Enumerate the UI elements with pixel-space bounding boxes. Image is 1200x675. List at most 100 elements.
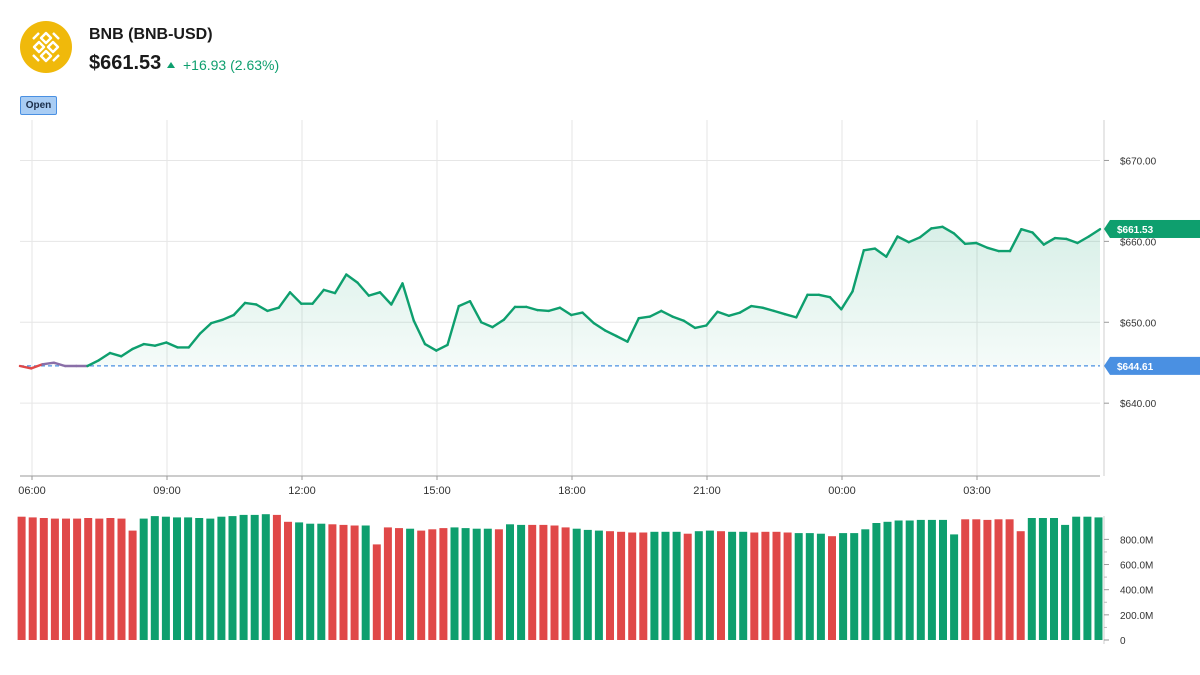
price-line-segment xyxy=(232,301,247,317)
price-line-segment xyxy=(1065,237,1079,245)
volume-bar xyxy=(173,517,181,640)
volume-bar xyxy=(150,516,159,640)
price-area xyxy=(20,226,1100,369)
price-line-segment xyxy=(221,313,236,321)
price-line-segment xyxy=(153,341,168,347)
volume-bar xyxy=(694,531,703,640)
volume-bar xyxy=(883,521,892,640)
volume-bar xyxy=(861,529,870,640)
price-line-segment xyxy=(1076,235,1091,245)
volume-bar xyxy=(472,528,481,640)
volume-tick-label: 0 xyxy=(1120,636,1126,647)
volume-tick-label: 600.0M xyxy=(1120,561,1153,572)
volume-bar xyxy=(106,518,115,640)
price-line-segment xyxy=(367,291,382,297)
price-line-segment xyxy=(52,361,67,368)
volume-bar xyxy=(1072,516,1081,640)
price-line-segment xyxy=(547,306,562,313)
price-line-segment xyxy=(581,311,595,325)
price-line-segment xyxy=(1053,236,1068,241)
price-line-segment xyxy=(536,308,550,313)
price-line-segment xyxy=(97,351,112,362)
triangle-up-icon xyxy=(167,62,175,68)
volume-bar xyxy=(73,518,82,640)
volume-bar xyxy=(939,519,947,640)
volume-bar xyxy=(805,533,814,640)
price-line-segment xyxy=(457,300,472,308)
volume-bar xyxy=(583,529,592,640)
volume-bar xyxy=(95,518,104,640)
price-line-segment xyxy=(288,291,303,305)
x-tick-label: 12:00 xyxy=(288,485,316,497)
price-line-segment xyxy=(682,319,697,330)
volume-bar xyxy=(261,514,270,640)
volume-bar xyxy=(639,532,648,640)
volume-bar xyxy=(950,534,959,640)
price-line-segment xyxy=(783,313,798,319)
volume-bar xyxy=(628,532,637,640)
volume-bar xyxy=(317,523,326,640)
volume-bar xyxy=(872,523,881,640)
previous-close-label: $644.61 xyxy=(1117,362,1154,373)
price-line-segment xyxy=(525,305,539,312)
previous-close-tag-pointer xyxy=(1104,356,1110,375)
volume-bar xyxy=(594,530,603,640)
volume-bar xyxy=(228,516,237,640)
previous-close-tag xyxy=(1110,356,1200,375)
volume-bar xyxy=(139,518,148,640)
price-line-segment xyxy=(727,311,742,317)
volume-bar xyxy=(439,528,448,640)
price-line-segment xyxy=(277,291,292,309)
x-tick-label: 15:00 xyxy=(423,485,451,497)
price-line-segment xyxy=(558,306,573,317)
price-line-segment xyxy=(862,247,877,252)
price-line-segment xyxy=(120,347,134,358)
price-line-segment xyxy=(435,343,449,352)
price-line-segment xyxy=(626,317,640,343)
price-line-segment xyxy=(615,334,629,343)
price-line-segment xyxy=(378,291,393,306)
volume-bar xyxy=(839,533,848,640)
volume-bar xyxy=(28,517,37,640)
price-line-segment xyxy=(603,329,618,338)
price-line-segment xyxy=(637,315,652,320)
price-line-segment xyxy=(907,236,922,244)
volume-bar xyxy=(816,533,825,640)
price-line-segment xyxy=(187,332,202,349)
volume-bar xyxy=(417,530,426,640)
price-line-segment xyxy=(468,300,483,324)
price-line-segment xyxy=(671,315,685,322)
volume-bar xyxy=(1038,518,1047,640)
y-tick-label: $660.00 xyxy=(1120,237,1157,248)
volume-bar xyxy=(783,532,792,640)
volume-bar xyxy=(184,517,193,640)
price-area-fill xyxy=(20,226,1100,369)
volume-bar xyxy=(395,528,403,640)
price-line-segment xyxy=(345,273,359,284)
volume-bar xyxy=(428,529,437,640)
price-line-segment xyxy=(198,321,213,335)
volume-bar xyxy=(350,525,359,640)
volume-bar xyxy=(195,518,204,640)
volume-bar xyxy=(539,524,548,640)
volume-bar xyxy=(794,533,803,640)
market-status-badge[interactable]: Open xyxy=(20,96,57,115)
volume-bar xyxy=(328,524,337,640)
volume-bar xyxy=(672,531,681,640)
volume-bar xyxy=(372,544,381,640)
price-line-segment xyxy=(446,304,460,347)
price-line-segment xyxy=(750,304,764,309)
price-line-segment xyxy=(918,227,933,239)
price-change: +16.93 (2.63%) xyxy=(167,57,279,73)
price-line-segment xyxy=(18,364,33,370)
volume-bar xyxy=(728,531,737,640)
volume-bar xyxy=(483,528,492,640)
price-line-segment xyxy=(243,301,258,306)
volume-bar xyxy=(528,524,537,640)
volume-bar xyxy=(450,527,459,640)
price-line-segment xyxy=(885,235,899,258)
volume-bars xyxy=(17,514,1103,640)
volume-tick-label: 800.0M xyxy=(1120,535,1153,546)
volume-bar xyxy=(295,522,304,640)
